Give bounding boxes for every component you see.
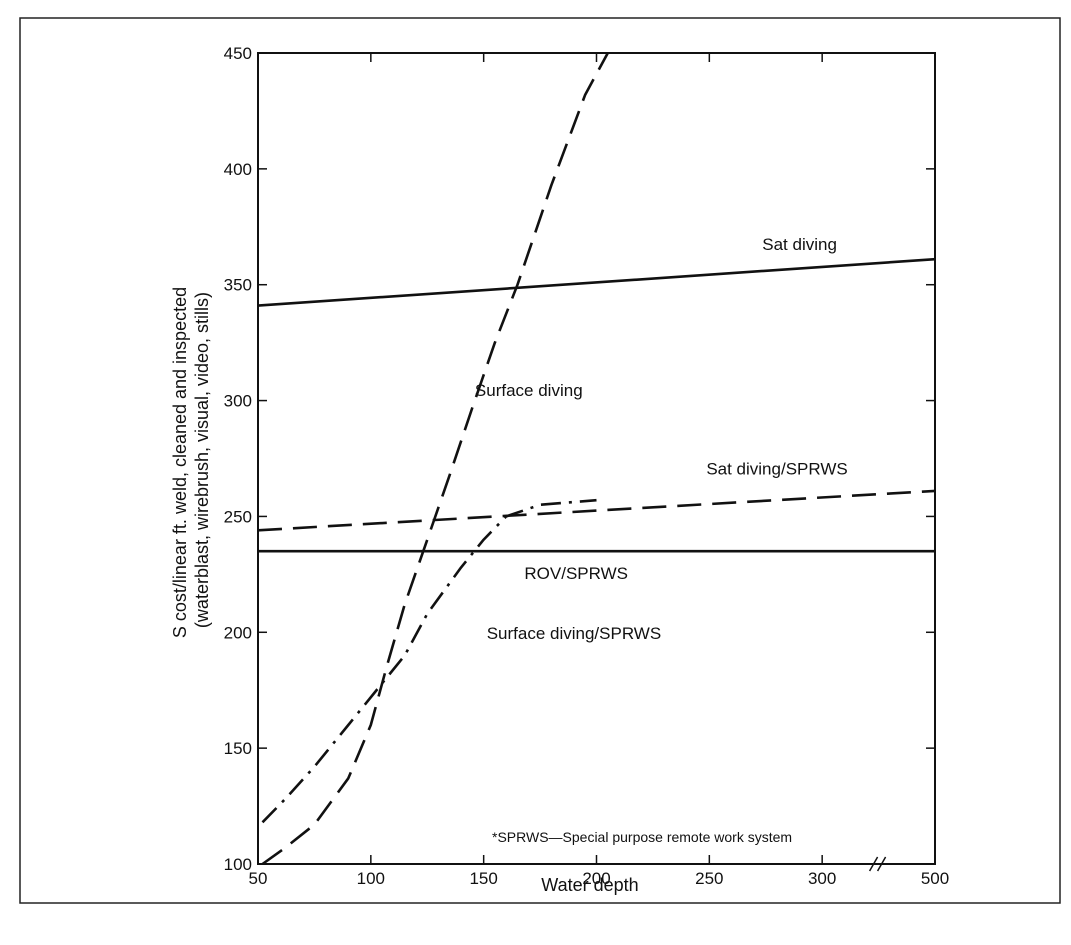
footnote: *SPRWS—Special purpose remote work syste… bbox=[492, 829, 792, 845]
y-tick-label-6: 400 bbox=[224, 160, 252, 179]
series-line-surface-diving bbox=[261, 52, 609, 866]
plot-area-frame bbox=[257, 52, 936, 865]
axis-break-mark-1 bbox=[868, 856, 879, 872]
series-layer bbox=[257, 52, 936, 866]
y-tick-label-1: 150 bbox=[224, 739, 252, 758]
series-line-sat-diving-sprws bbox=[257, 489, 936, 532]
x-tick-label-4: 250 bbox=[695, 869, 723, 888]
x-tick-label-1: 100 bbox=[357, 869, 385, 888]
y-tick-label-4: 300 bbox=[224, 392, 252, 411]
axis-break-mark-2 bbox=[876, 856, 887, 872]
series-label-sat-diving: Sat diving bbox=[762, 235, 837, 254]
series-line-surface-diving-sprws bbox=[261, 498, 597, 824]
y-tick-label-7: 450 bbox=[224, 44, 252, 63]
series-label-surface-diving-sprws: Surface diving/SPRWS bbox=[487, 624, 661, 643]
series-label-rov-sprws: ROV/SPRWS bbox=[524, 564, 628, 583]
y-tick-label-2: 200 bbox=[224, 623, 252, 642]
x-tick-label-6: 500 bbox=[921, 869, 949, 888]
x-tick-label-0: 50 bbox=[249, 869, 268, 888]
x-tick-label-3: 200 bbox=[582, 869, 610, 888]
labels-layer: Sat diving Surface diving Sat diving/SPRWS… bbox=[475, 235, 848, 643]
outer-frame bbox=[19, 17, 1061, 904]
y-axis-label-line-2: (waterblast, wirebrush, visual, video, s… bbox=[192, 292, 212, 628]
y-tick-label-3: 250 bbox=[224, 507, 252, 526]
x-tick-label-5: 300 bbox=[808, 869, 836, 888]
x-tick-label-2: 150 bbox=[469, 869, 497, 888]
x-axis-label: Water depth bbox=[541, 875, 638, 895]
series-line-sat-diving bbox=[257, 257, 936, 307]
series-label-surface-diving: Surface diving bbox=[475, 381, 583, 400]
y-tick-label-5: 350 bbox=[224, 276, 252, 295]
y-axis-label-line-1: S cost/linear ft. weld, cleaned and insp… bbox=[170, 287, 190, 638]
y-tick-label-0: 100 bbox=[224, 855, 252, 874]
series-label-sat-diving-sprws: Sat diving/SPRWS bbox=[706, 460, 847, 479]
y-axis-label: S cost/linear ft. weld, cleaned and insp… bbox=[170, 282, 212, 638]
